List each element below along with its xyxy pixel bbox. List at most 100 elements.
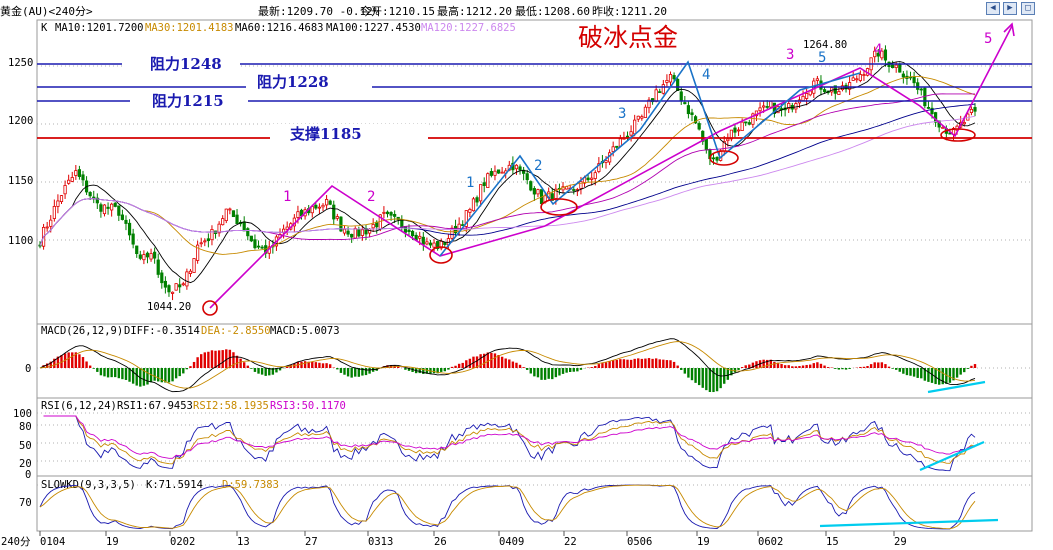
- candle-body: [106, 206, 110, 209]
- candle-body: [249, 235, 253, 242]
- next-arrow-icon[interactable]: ▶: [1003, 2, 1017, 15]
- candle-body: [873, 50, 877, 58]
- candle-body: [110, 203, 114, 211]
- candle-body: [532, 188, 536, 195]
- candle-body: [421, 236, 425, 245]
- candle-body: [210, 229, 214, 241]
- candle-body: [711, 157, 716, 160]
- candle-body: [196, 244, 200, 261]
- candle-body: [127, 222, 132, 236]
- wave-label: 5: [818, 50, 826, 66]
- candle-body: [493, 170, 497, 176]
- chart-area[interactable]: K MA10:1201.7200 MA30:1201.4183 MA60:121…: [0, 18, 1053, 550]
- candle-body: [217, 223, 221, 234]
- candle-body: [643, 106, 648, 118]
- candle-body: [891, 64, 895, 69]
- candle-body: [410, 230, 415, 237]
- candle-body: [142, 254, 146, 261]
- candle-body: [400, 219, 404, 228]
- candle-body: [765, 106, 769, 108]
- wave-label: 4: [702, 67, 710, 83]
- candle-body: [432, 242, 436, 248]
- kd-d-line: [39, 484, 976, 530]
- wave-annotations: [202, 22, 1015, 316]
- wave-label: 3: [618, 106, 626, 122]
- wave-label: 1: [283, 189, 291, 205]
- rsi-lines: [43, 415, 976, 472]
- candle-body: [808, 90, 812, 96]
- prev-close-price: 昨收:1211.20: [592, 5, 667, 18]
- candle-body: [822, 89, 827, 93]
- open-price: 今开:1210.15: [360, 5, 435, 18]
- kd-k-line: [39, 484, 976, 530]
- candle-body: [647, 99, 651, 109]
- support-1185-label: 支撑1185: [289, 125, 362, 143]
- candle-body: [654, 89, 658, 102]
- candle-body: [282, 228, 286, 234]
- candle-body: [529, 181, 533, 191]
- candle-body: [801, 95, 805, 102]
- candle-body: [579, 181, 583, 189]
- wave-magenta-path-1: [209, 184, 546, 309]
- candle-body: [751, 113, 755, 125]
- candle-body: [63, 185, 67, 195]
- candle-body: [686, 105, 691, 115]
- maximize-icon[interactable]: □: [1021, 2, 1035, 15]
- candle-body: [99, 204, 103, 212]
- quote-header: 黄金(AU)<240分> 最新:1209.70 -0.12% 今开:1210.1…: [0, 0, 1053, 18]
- rsi-y-tick-0: 0: [25, 469, 31, 481]
- macd-dea-line: [39, 341, 976, 389]
- candle-body: [658, 91, 662, 94]
- candle-body: [163, 280, 167, 288]
- candle-body: [690, 112, 694, 115]
- x-axis-period-label: 240分: [1, 536, 31, 548]
- candle-body: [794, 103, 798, 110]
- candle-body: [930, 107, 934, 115]
- candle-body: [342, 228, 347, 234]
- ma10-line: [39, 61, 976, 284]
- candle-body: [145, 252, 150, 258]
- wave-label: 1: [466, 175, 474, 191]
- candle-body: [848, 82, 852, 90]
- candle-body: [923, 87, 927, 107]
- kd-lines: [39, 484, 976, 530]
- x-tick-label: 29: [894, 536, 907, 548]
- candle-body: [425, 241, 429, 245]
- candle-body: [514, 164, 519, 170]
- candle-body: [973, 107, 977, 112]
- candle-body: [332, 204, 336, 220]
- candle-body: [636, 115, 640, 120]
- candle-body: [443, 241, 447, 245]
- candle-body: [464, 210, 468, 227]
- rsi-divergence-line: [919, 440, 985, 472]
- candle-body: [471, 198, 476, 212]
- prev-arrow-icon[interactable]: ◀: [986, 2, 1000, 15]
- candle-body: [70, 177, 74, 182]
- candle-body: [496, 169, 501, 174]
- wave-arrow-head: [1003, 22, 1015, 37]
- high-price: 最高:1212.20: [437, 5, 512, 18]
- candle-body: [199, 242, 203, 245]
- candle-body: [683, 102, 687, 105]
- candle-body: [597, 163, 601, 172]
- candle-body: [224, 208, 228, 222]
- candle-body: [353, 228, 357, 239]
- ma120-label: MA120:1227.6825: [421, 22, 516, 34]
- candle-body: [95, 197, 99, 204]
- candle-body: [919, 88, 923, 91]
- candle-body: [178, 284, 182, 288]
- label-bg-1185: [270, 124, 428, 146]
- candle-body: [744, 121, 748, 124]
- candle-body: [740, 121, 744, 132]
- candle-body: [876, 52, 880, 57]
- candle-body: [324, 199, 329, 206]
- candle-body: [855, 78, 859, 81]
- candle-body: [758, 107, 762, 112]
- candle-body: [242, 221, 246, 232]
- candle-body: [45, 226, 49, 229]
- candle-body: [59, 195, 64, 203]
- candle-body: [468, 209, 472, 213]
- candle-body: [858, 74, 862, 81]
- candle-body: [525, 173, 529, 181]
- candle-body: [486, 173, 490, 189]
